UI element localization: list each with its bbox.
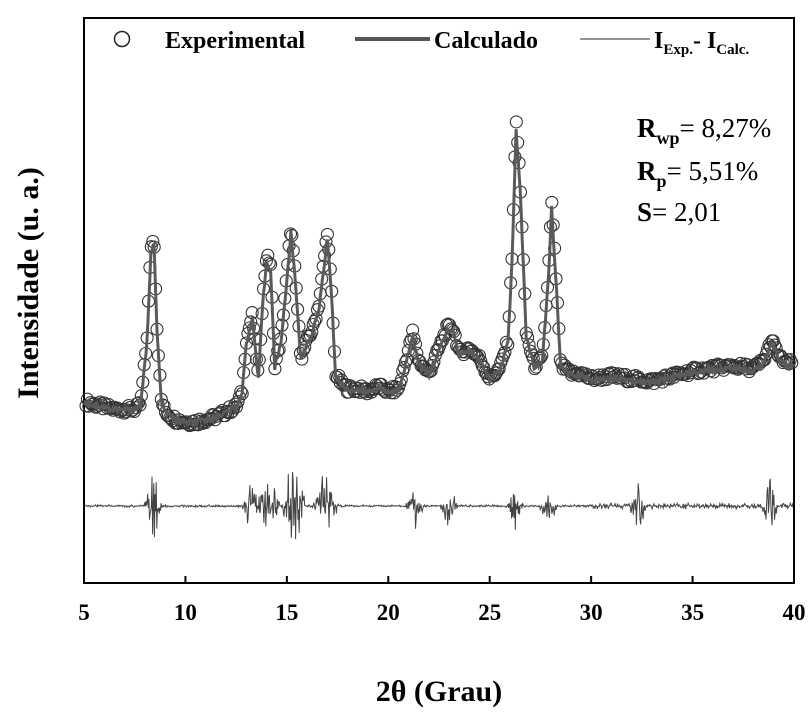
stat-rp: Rp= 5,51% [637,156,758,191]
legend-experimental-label: Experimental [165,28,305,54]
stat-rp-letter: R [637,156,657,186]
legend-diff-sep: - I [693,28,716,54]
stat-rwp-letter: R [637,113,657,143]
legend-diff-i1: I [654,28,663,54]
stat-s-value: = 2,01 [652,197,721,227]
experimental-point [309,312,323,326]
x-tick-label: 25 [478,600,501,625]
calculated-series [83,129,795,429]
y-axis-title: Intensidade (u. a.) [12,167,45,399]
legend-difference-label: IExp.- ICalc. [654,28,749,58]
stat-rp-value: = 5,51% [667,156,759,186]
calculated-line [83,129,795,429]
experimental-point [161,409,175,423]
experimental-point [759,347,773,361]
x-axis-title: 2θ (Grau) [376,675,502,708]
legend-diff-sub1: Exp. [663,42,693,58]
experimental-point [320,227,334,241]
stat-rwp: Rwp= 8,27% [637,113,771,148]
experimental-point [471,350,485,364]
plot-frame [83,17,795,584]
x-axis-ticks: 5 10 15 20 25 30 35 40 [78,576,806,625]
stat-s-letter: S [637,197,652,227]
experimental-point [509,115,523,129]
stat-rwp-value: = 8,27% [680,113,772,143]
difference-line [84,471,794,540]
legend-experimental-marker [113,30,131,48]
x-tick-label: 35 [681,600,704,625]
x-tick-label: 10 [174,600,197,625]
experimental-point [758,353,772,367]
experimental-point [775,350,789,364]
x-tick-label: 20 [377,600,400,625]
x-tick-label: 30 [580,600,603,625]
stat-rp-sub: p [657,171,667,191]
experimental-point [529,360,543,374]
stat-rwp-sub: wp [657,128,680,148]
difference-series [84,471,794,540]
stat-s: S= 2,01 [637,197,721,227]
x-tick-label: 5 [78,600,90,625]
x-tick-label: 40 [783,600,806,625]
experimental-point [261,248,275,262]
legend: Experimental Calculado IExp.- ICalc. [113,28,749,58]
legend-diff-sub2: Calc. [716,42,749,58]
refinement-stats: Rwp= 8,27% Rp= 5,51% S= 2,01 [637,113,771,227]
legend-calculated-label: Calculado [434,28,538,54]
experimental-point [444,322,458,336]
x-tick-label: 15 [275,600,298,625]
experimental-point [475,358,489,373]
